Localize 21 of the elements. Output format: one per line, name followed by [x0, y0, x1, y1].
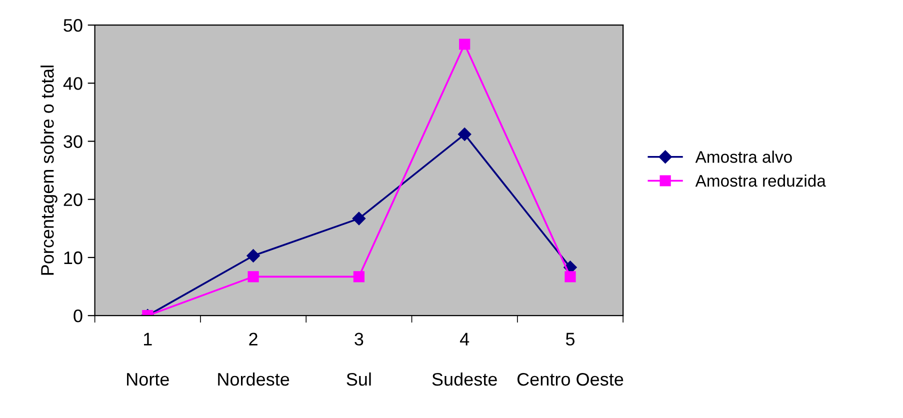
point: [564, 271, 576, 282]
category-label: 2 Nordeste: [218, 332, 290, 386]
legend-label: Amostra reduzida: [695, 174, 826, 187]
category-label: 3 Sul: [346, 332, 371, 386]
y-tick-label: 0: [74, 310, 82, 322]
y-tick-label: 20: [64, 193, 82, 206]
category-label: 1 Norte: [127, 332, 169, 386]
y-tick-label: 50: [64, 19, 82, 32]
legend-label: Amostra alvo: [695, 150, 792, 163]
category-label: 5 Centro Oeste: [517, 332, 624, 386]
y-tick-label: 30: [64, 135, 82, 148]
category-label: 4 Sudeste: [432, 332, 497, 386]
point: [352, 212, 366, 226]
point: [458, 128, 472, 141]
point: [248, 271, 259, 282]
point: [246, 249, 260, 262]
point: [459, 38, 470, 50]
y-tick-label: 40: [63, 77, 82, 90]
y-axis-title: Porcentagem sobre o total: [40, 66, 58, 275]
point: [353, 271, 364, 282]
y-tick-label: 10: [64, 251, 82, 264]
